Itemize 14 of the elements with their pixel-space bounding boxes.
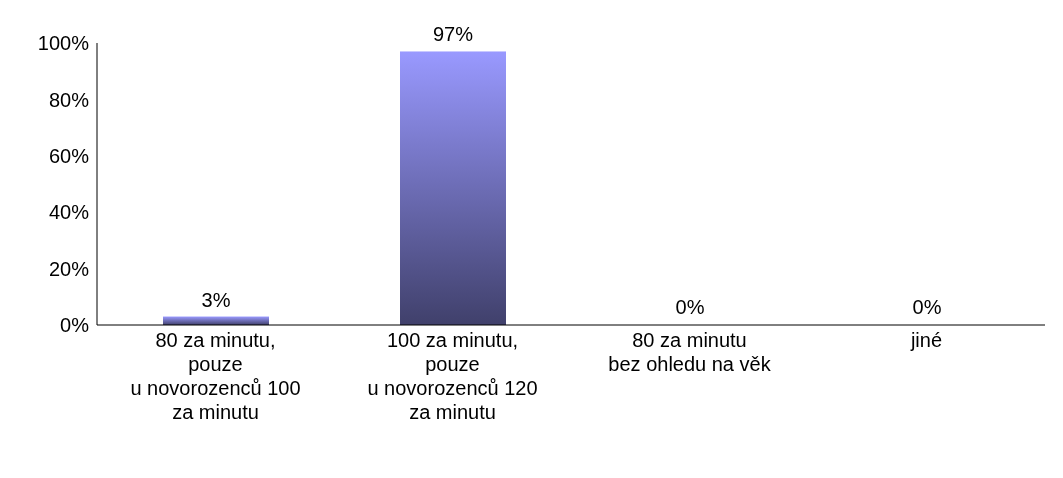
y-tick-label: 40%: [48, 201, 90, 224]
data-label: 0%: [675, 296, 705, 318]
y-tick-label: 80%: [48, 88, 90, 111]
y-tick-label: 60%: [48, 144, 90, 167]
y-tick-label: 20%: [48, 257, 90, 280]
data-label: 0%: [912, 296, 942, 318]
data-label: 3%: [201, 288, 231, 311]
y-tick-label: 100%: [37, 32, 90, 55]
x-tick-label: jiné: [909, 329, 943, 351]
data-label: 97%: [432, 23, 474, 46]
x-tick-label: 100 za minutu, pouze u novorozenců 120 za minutu: [367, 329, 538, 423]
y-tick-label: 0%: [60, 314, 90, 337]
x-tick-label: 80 za minutu bez ohledu na věk: [608, 329, 772, 375]
x-tick-label: 80 za minutu, pouze u novorozenců 100 za minutu: [130, 329, 301, 423]
